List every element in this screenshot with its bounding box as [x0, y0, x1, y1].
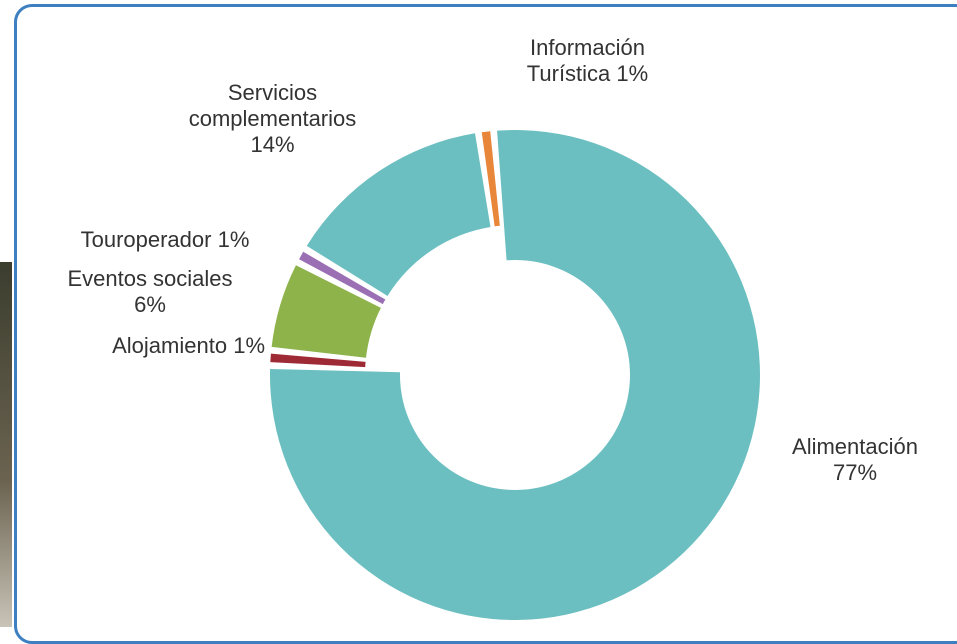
category-name: Eventos sociales — [67, 266, 232, 291]
category-name: Touroperador — [81, 227, 212, 252]
category-name: Alojamiento — [112, 333, 227, 358]
value-label: 14% — [250, 132, 294, 157]
category-name: Servicios complementarios — [189, 80, 357, 131]
value-label: 6% — [134, 292, 166, 317]
value-label: 1% — [616, 61, 648, 86]
slice-label: Touroperador 1% — [45, 227, 285, 253]
page: {"chart_data": {"type": "donut", "catego… — [0, 0, 957, 627]
category-name: Alimentación — [792, 434, 918, 459]
slice-label: Alojamiento 1% — [40, 333, 265, 359]
value-label: 1% — [218, 227, 250, 252]
value-label: 1% — [233, 333, 265, 358]
slice-label: Información Turística 1% — [500, 35, 675, 87]
value-label: 77% — [833, 460, 877, 485]
